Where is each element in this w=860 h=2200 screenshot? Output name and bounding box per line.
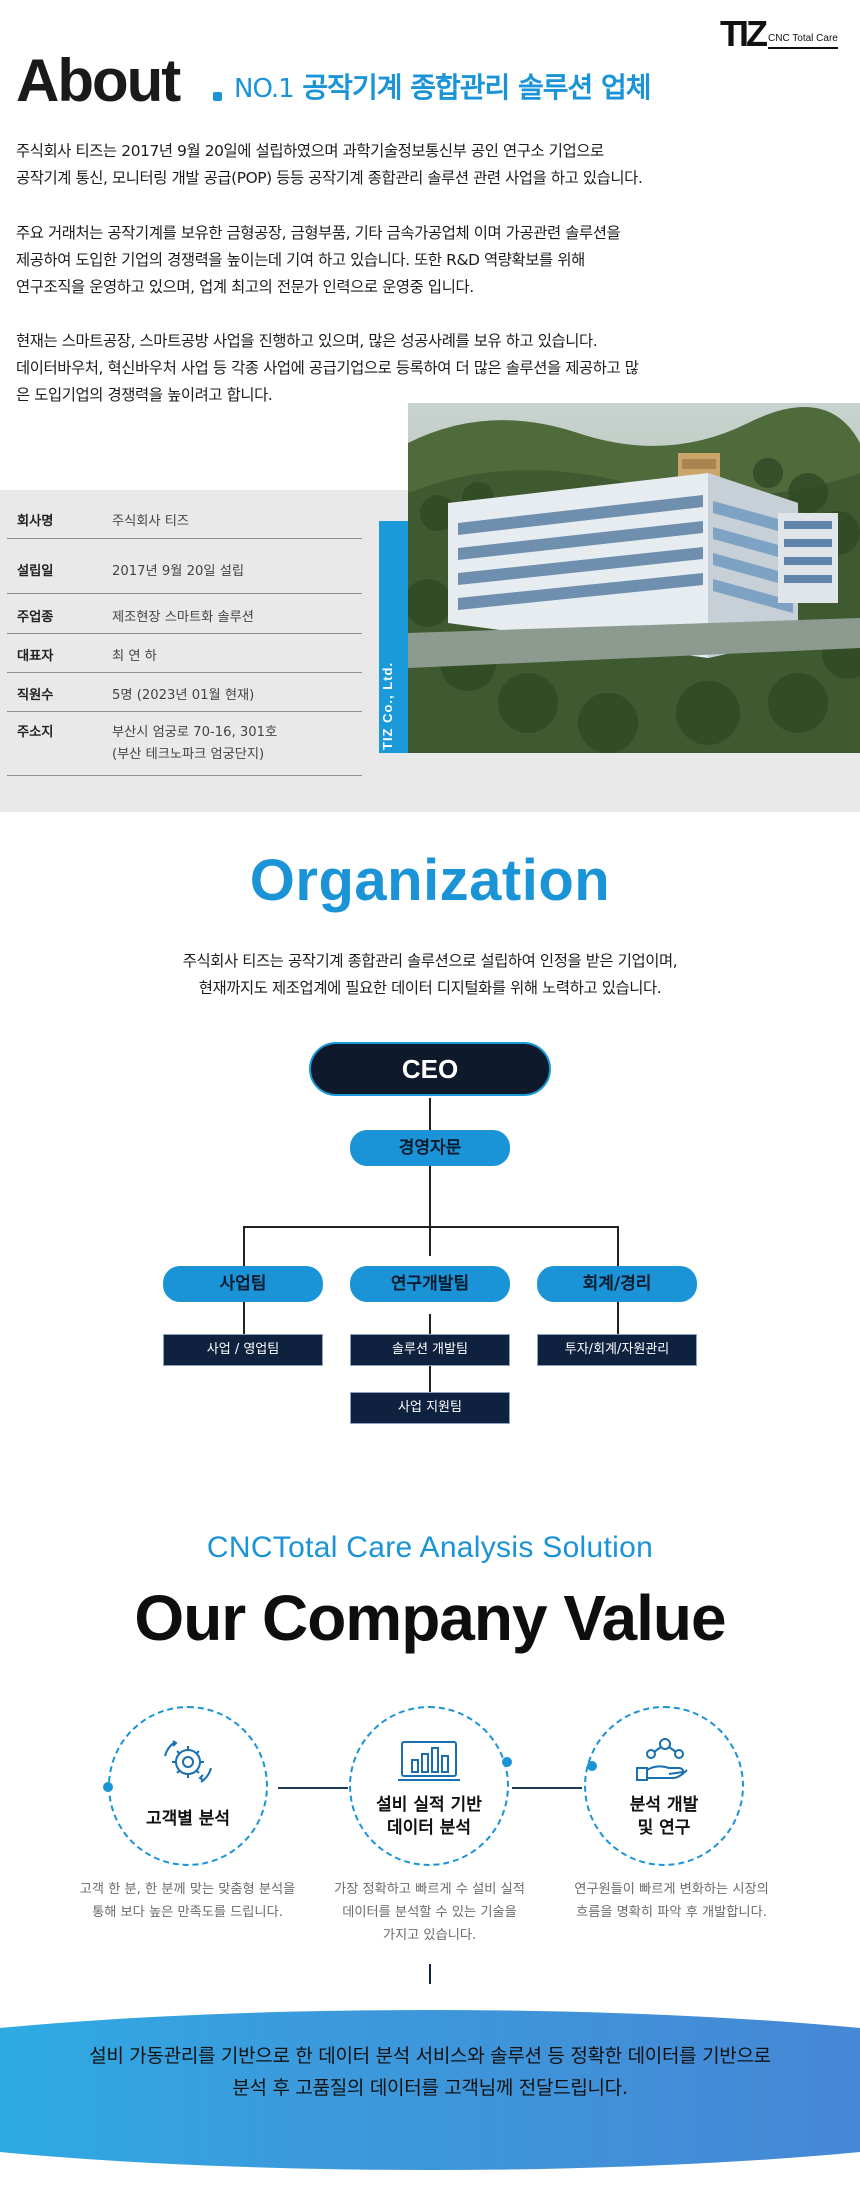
hand-network-icon [629, 1736, 699, 1786]
logo-underline [768, 47, 838, 49]
paragraph-line: 데이터바우처, 혁신바우처 사업 등 각종 사업에 공급기업으로 등록하여 더 … [16, 359, 639, 377]
info-value: 5명 (2023년 01월 현재) [112, 688, 255, 703]
about-paragraph: 주식회사 티즈는 2017년 9월 20일에 설립하였으며 과학기술정보통신부 … [16, 138, 696, 192]
building-illustration [408, 403, 860, 753]
dept-rnd[interactable]: 연구개발팀 [350, 1266, 510, 1302]
info-row: 회사명 주식회사 티즈 [7, 497, 362, 539]
info-value: 주식회사 티즈 [112, 514, 189, 529]
dept-accounting[interactable]: 회계/경리 [537, 1266, 697, 1302]
about-title: About [16, 47, 181, 114]
value-item-customer-analysis: 고객별 분석 [108, 1706, 268, 1866]
company-logo[interactable]: TIZ CNC Total Care [720, 14, 840, 58]
subtitle-text: 공작기계 종합관리 솔루션 업체 [302, 71, 651, 104]
photo-caption: TIZ Co., Ltd. [380, 661, 395, 750]
building-photo [408, 403, 860, 753]
value-label: 분석 개발 및 연구 [629, 1795, 699, 1838]
about-subtitle: NO.1 공작기계 종합관리 솔루션 업체 [234, 68, 652, 109]
value-item-research: 분석 개발 및 연구 [584, 1706, 744, 1866]
info-value: 2017년 9월 20일 설립 [112, 564, 244, 579]
banner-line: 설비 가동관리를 기반으로 한 데이터 분석 서비스와 솔루션 등 정확한 데이… [89, 2045, 771, 2067]
info-row: 주업종 제조현장 스마트화 솔루션 [7, 594, 362, 634]
logo-mark: TIZ [720, 13, 768, 54]
bottom-banner [0, 2010, 860, 2170]
gear-cycle-icon [153, 1736, 223, 1786]
subtitle-prefix: NO.1 [234, 74, 295, 104]
paragraph-line: 연구조직을 운영하고 있으며, 업계 최고의 전문가 인력으로 운영중 입니다. [16, 278, 474, 296]
paragraph-line: 주요 거래처는 공작기계를 보유한 금형공장, 금형부품, 기타 금속가공업체 … [16, 224, 621, 242]
value-label: 설비 실적 기반 데이터 분석 [376, 1795, 482, 1838]
info-label: 주업종 [17, 610, 54, 625]
company-info-table: 회사명 주식회사 티즈 설립일 2017년 9월 20일 설립 주업종 제조현장… [7, 497, 362, 776]
dept-business[interactable]: 사업팀 [163, 1266, 323, 1302]
info-label: 대표자 [17, 649, 54, 664]
paragraph-line: 은 도입기업의 경쟁력을 높이려고 합니다. [16, 386, 273, 404]
paragraph-line: 공작기계 통신, 모니터링 개발 공급(POP) 등등 공작기계 종합관리 솔루… [16, 169, 643, 187]
info-label: 회사명 [17, 514, 54, 529]
banner-line: 분석 후 고품질의 데이터를 고객님께 전달드립니다. [232, 2077, 628, 2099]
info-label: 주소지 [17, 725, 54, 740]
team-business-support[interactable]: 사업 지원팀 [350, 1392, 510, 1424]
title-dot [213, 92, 222, 101]
description-line: 주식회사 티즈는 공작기계 종합관리 솔루션으로 설립하여 인정을 받은 기업이… [182, 952, 678, 970]
value-caption: 고객 한 분, 한 분께 맞는 맞춤형 분석을 통해 보다 높은 만족도를 드립… [79, 1882, 296, 1920]
team-solution-dev[interactable]: 솔루션 개발팀 [350, 1334, 510, 1366]
paragraph-line: 제공하여 도입한 기업의 경쟁력을 높이는데 기여 하고 있습니다. 또한 R&… [16, 251, 585, 269]
team-finance[interactable]: 투자/회계/자원관리 [537, 1334, 697, 1366]
info-value: 부산시 엄궁로 70-16, 301호 (부산 테크노파크 엄궁단지) [112, 725, 278, 762]
connector-line [429, 1098, 431, 1256]
logo-text: CNC Total Care [768, 33, 838, 44]
info-row: 주소지 부산시 엄궁로 70-16, 301호 (부산 테크노파크 엄궁단지) [7, 712, 362, 776]
paragraph-line: 주식회사 티즈는 2017년 9월 20일에 설립하였으며 과학기술정보통신부 … [16, 142, 604, 160]
circle-dot [587, 1761, 597, 1771]
circle-dot [103, 1782, 113, 1792]
about-section: TIZ CNC Total Care About NO.1 공작기계 종합관리 … [0, 0, 860, 812]
value-item-equipment-data: 설비 실적 기반 데이터 분석 [349, 1706, 509, 1866]
info-row: 대표자 최 연 하 [7, 634, 362, 673]
value-connector [512, 1787, 582, 1789]
info-row: 직원수 5명 (2023년 01월 현재) [7, 673, 362, 712]
value-caption: 가장 정확하고 빠르게 수 설비 실적 데이터를 분석할 수 있는 기술을 가지… [334, 1882, 525, 1943]
bar-chart-monitor-icon [394, 1736, 464, 1786]
connector-line [243, 1226, 618, 1228]
ceo-node[interactable]: CEO [309, 1042, 551, 1096]
about-paragraph: 현재는 스마트공장, 스마트공방 사업을 진행하고 있으며, 많은 성공사례를 … [16, 328, 696, 409]
banner-text: 설비 가동관리를 기반으로 한 데이터 분석 서비스와 솔루션 등 정확한 데이… [0, 2040, 860, 2104]
organization-description: 주식회사 티즈는 공작기계 종합관리 솔루션으로 설립하여 인정을 받은 기업이… [0, 948, 860, 1002]
value-caption: 연구원들이 빠르게 변화하는 시장의 흐름을 명확히 파악 후 개발합니다. [574, 1882, 769, 1920]
value-title: Our Company Value [134, 1582, 726, 1654]
about-paragraph: 주요 거래처는 공작기계를 보유한 금형공장, 금형부품, 기타 금속가공업체 … [16, 220, 696, 301]
circle-dot [502, 1757, 512, 1767]
info-label: 설립일 [17, 564, 54, 579]
info-value: 최 연 하 [112, 649, 157, 664]
value-connector [278, 1787, 348, 1789]
info-value: 제조현장 스마트화 솔루션 [112, 610, 254, 625]
value-kicker: CNCTotal Care Analysis Solution [206, 1531, 654, 1564]
organization-title: Organization [249, 848, 611, 913]
team-sales[interactable]: 사업 / 영업팀 [163, 1334, 323, 1366]
info-label: 직원수 [17, 688, 54, 703]
description-line: 현재까지도 제조업계에 필요한 데이터 디지털화를 위해 노력하고 있습니다. [198, 979, 662, 997]
info-row: 설립일 2017년 9월 20일 설립 [7, 539, 362, 594]
org-chart: CEO 경영자문 사업팀 연구개발팀 회계/경리 사업 / 영업팀 솔루션 개발… [0, 1030, 860, 1450]
paragraph-line: 현재는 스마트공장, 스마트공방 사업을 진행하고 있으며, 많은 성공사례를 … [16, 332, 598, 350]
divider-line [429, 1964, 431, 1984]
value-label: 고객별 분석 [145, 1809, 231, 1829]
advisory-node[interactable]: 경영자문 [350, 1130, 510, 1166]
